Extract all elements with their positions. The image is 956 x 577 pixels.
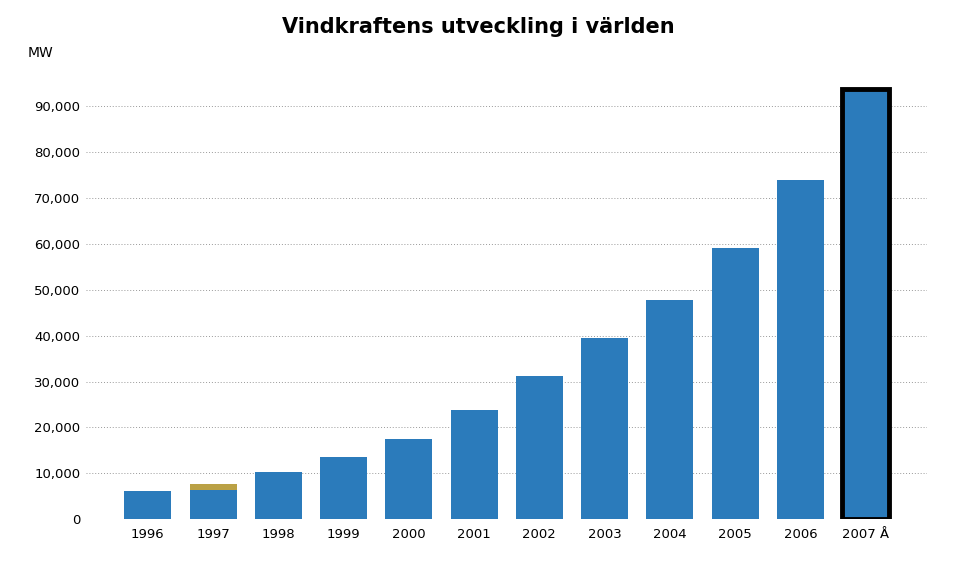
Bar (255, 473, 302, 519)
Text: Vindkraftens utveckling i världen: Vindkraftens utveckling i världen (282, 17, 674, 38)
Bar (777, 180, 824, 519)
Bar (189, 485, 236, 490)
Bar (842, 88, 889, 519)
Bar (711, 248, 758, 519)
Bar (320, 457, 367, 519)
Bar (516, 376, 563, 519)
Bar (189, 485, 236, 519)
Text: MW: MW (27, 46, 53, 60)
Bar (385, 440, 432, 519)
Bar (646, 300, 693, 519)
Bar (124, 491, 171, 519)
Bar (450, 410, 497, 519)
Bar (581, 338, 628, 519)
